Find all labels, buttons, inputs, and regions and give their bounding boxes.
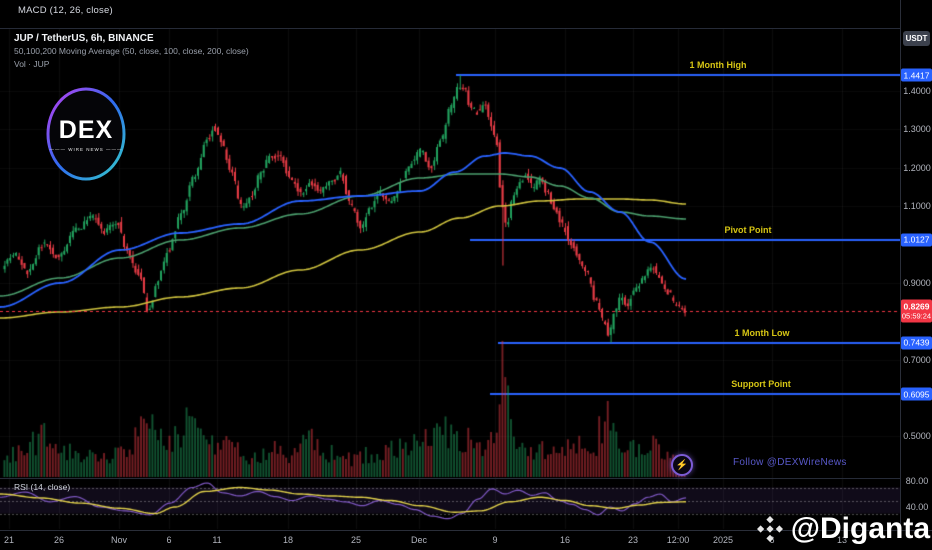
price-tick-label: 0.5000 [903,431,931,442]
time-axis[interactable]: 21 26 Nov 6 11 18 25 Dec 9 16 23 12:00 2025 6 13 [0,530,932,550]
time-tick-label: Dec [410,535,428,545]
binance-logo-icon [756,516,783,542]
time-tick-label: 6 [166,535,172,545]
time-tick-label: 23 [627,535,639,545]
time-tick-label: 16 [559,535,571,545]
time-tick-label: 25 [350,535,362,545]
dex-wire-news-logo: DEX WIRE NEWS [42,86,130,182]
price-tick-label: 1.1000 [903,201,931,212]
moving-average-legend[interactable]: 50,100,200 Moving Average (50, close, 10… [14,46,249,56]
price-tick-label: 0.7000 [903,354,931,365]
rsi-tick-label: 80.00 [905,476,929,486]
price-tick-label: 1.2000 [903,162,931,173]
time-tick-label: 2025 [712,535,734,545]
level-label: 1 Month High [689,60,747,71]
time-tick-label: 6 [769,535,775,545]
time-tick-label: Nov [110,535,128,545]
time-tick-label: 13 [836,535,848,545]
level-label: 1 Month Low [734,327,790,338]
level-label: Support Point [731,379,791,390]
time-tick-label: 21 [3,535,15,545]
time-tick-label: 18 [282,535,294,545]
rsi-tick-label: 40.00 [905,502,929,512]
level-price-badge: 0.6095 [901,387,932,401]
price-tick-label: 1.3000 [903,124,931,135]
chart-legend: JUP / TetherUS, 6h, BINANCE 50,100,200 M… [14,32,249,71]
rsi-indicator-label[interactable]: RSI (14, close) [14,482,71,492]
symbol-title[interactable]: JUP / TetherUS, 6h, BINANCE [14,33,154,44]
pane-separator-macd[interactable] [0,28,900,29]
price-tick-label: 0.9000 [903,277,931,288]
author-watermark: @Diganta [755,512,930,546]
level-price-badge: 0.7439 [901,336,932,350]
follow-handle-note: Follow @DEXWireNews [733,457,847,468]
level-price-badge: 1.0127 [901,233,932,247]
dex-logo-ring-icon [46,87,126,181]
currency-toggle-button[interactable]: USDT [903,31,930,46]
time-tick-label: 9 [492,535,498,545]
dex-logo-subtext: WIRE NEWS [42,147,130,152]
price-axis[interactable]: USDT 1.4000 1.3000 1.2000 1.1000 0.9000 0.700… [900,0,932,530]
macd-indicator-label[interactable]: MACD (12, 26, close) [18,5,113,16]
level-price-badge: 1.4417 [901,68,932,82]
pane-separator-rsi[interactable] [0,478,900,479]
current-price-badge: 0.8269 05:59:24 [901,299,932,323]
time-tick-label: 11 [212,535,222,545]
price-tick-label: 1.4000 [903,86,931,97]
bar-countdown: 05:59:24 [901,311,932,321]
current-price-value: 0.8269 [903,301,930,312]
watermark-handle: @Diganta [790,512,930,545]
dex-logo-text: DEX [58,116,114,144]
time-tick-label: 26 [53,535,65,545]
time-tick-label: 12:00 [666,535,690,545]
volume-legend[interactable]: Vol · JUP [14,59,50,69]
level-label: Pivot Point [724,224,772,235]
lightning-bolt-icon: ⚡ [671,454,693,476]
